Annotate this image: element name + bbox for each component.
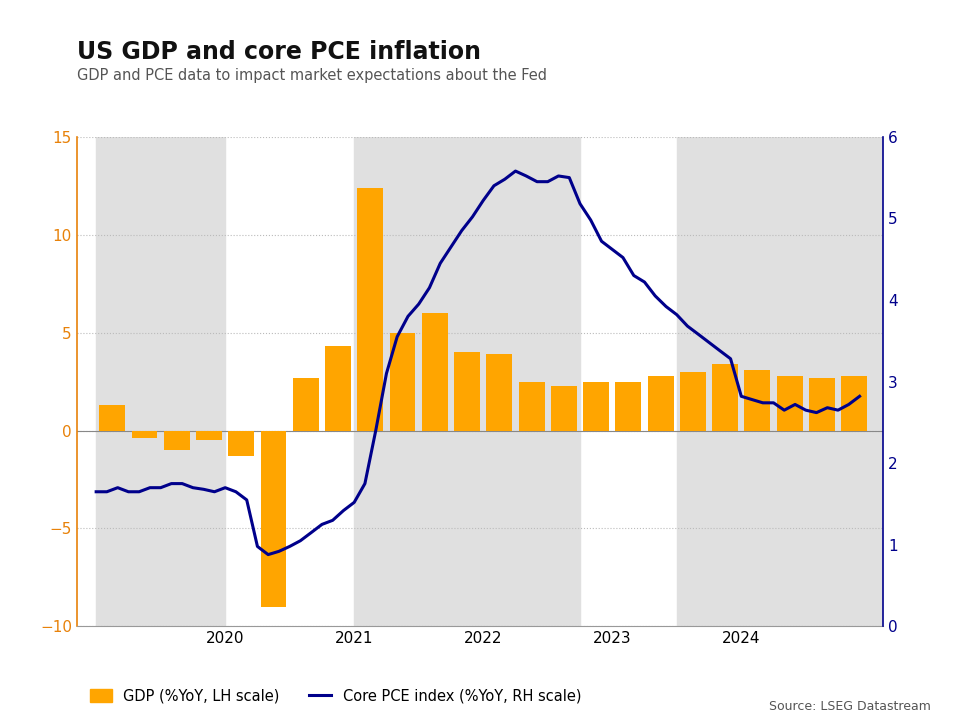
Bar	[615, 382, 641, 431]
Text: Source: LSEG Datastream: Source: LSEG Datastream	[769, 700, 931, 713]
Bar	[390, 333, 416, 431]
Bar	[261, 431, 286, 607]
Bar	[487, 354, 513, 431]
Bar	[422, 313, 447, 431]
Bar	[228, 431, 254, 456]
Bar	[357, 188, 383, 431]
Bar	[196, 431, 222, 441]
Bar	[680, 372, 706, 431]
Bar	[648, 376, 674, 431]
Bar	[293, 378, 319, 431]
Text: GDP and PCE data to impact market expectations about the Fed: GDP and PCE data to impact market expect…	[77, 68, 547, 84]
Bar	[841, 376, 867, 431]
Bar	[518, 382, 544, 431]
Bar	[325, 346, 351, 431]
Bar	[745, 370, 770, 431]
Legend: GDP (%YoY, LH scale), Core PCE index (%YoY, RH scale): GDP (%YoY, LH scale), Core PCE index (%Y…	[84, 683, 587, 709]
Bar	[96, 137, 226, 626]
Bar	[584, 382, 609, 431]
Bar	[132, 431, 157, 438]
Text: US GDP and core PCE inflation: US GDP and core PCE inflation	[77, 40, 481, 63]
Bar	[354, 137, 580, 626]
Bar	[677, 137, 883, 626]
Bar	[454, 352, 480, 431]
Bar	[100, 405, 125, 431]
Bar	[712, 364, 738, 431]
Bar	[164, 431, 190, 450]
Bar	[551, 385, 577, 431]
Bar	[777, 376, 803, 431]
Bar	[809, 378, 835, 431]
